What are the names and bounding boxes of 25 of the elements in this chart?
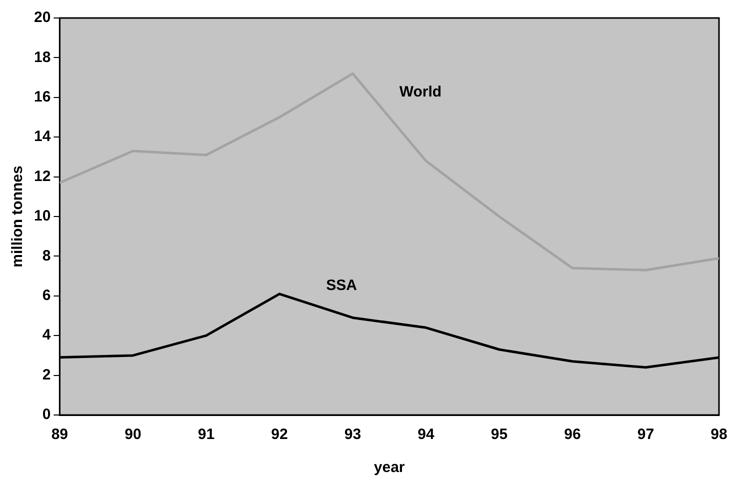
- x-tick-label: 95: [490, 426, 508, 444]
- y-tick-label: 6: [42, 287, 51, 304]
- y-axis-title: million tonnes: [9, 166, 26, 268]
- y-tick-label: 20: [34, 9, 51, 26]
- x-tick-label: 92: [271, 426, 288, 444]
- y-tick-label: 8: [42, 247, 51, 264]
- series-label: SSA: [326, 276, 358, 294]
- series-label: World: [399, 83, 442, 100]
- y-tick-label: 0: [42, 406, 51, 424]
- y-tick-label: 10: [34, 208, 51, 225]
- y-tick-label: 18: [34, 48, 51, 66]
- y-tick-label: 4: [42, 326, 52, 344]
- x-tick-label: 89: [51, 426, 68, 444]
- x-tick-label: 97: [637, 426, 654, 444]
- x-tick-label: 93: [344, 426, 362, 444]
- x-tick-label: 91: [198, 426, 215, 444]
- x-axis-title: year: [374, 459, 405, 476]
- y-tick-label: 12: [34, 168, 51, 185]
- y-tick-label: 14: [34, 128, 52, 146]
- x-tick-label: 94: [418, 426, 435, 444]
- x-tick-label: 98: [710, 426, 728, 444]
- x-tick-label: 96: [564, 426, 581, 444]
- y-tick-label: 16: [34, 88, 51, 106]
- y-tick-label: 2: [42, 366, 51, 384]
- x-tick-label: 90: [124, 426, 142, 444]
